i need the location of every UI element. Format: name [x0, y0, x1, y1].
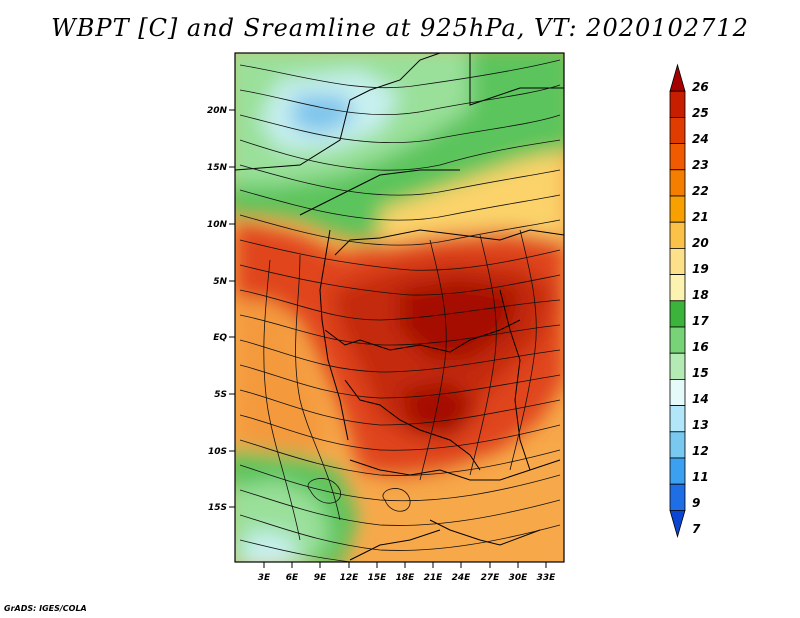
- lat-label: 15S: [208, 503, 227, 513]
- lat-label: 10S: [208, 447, 227, 457]
- lon-label: 30E: [509, 573, 529, 583]
- colorbar-segment: [669, 90, 686, 118]
- lon-label: 18E: [396, 573, 416, 583]
- colorbar-label: 15: [692, 366, 709, 380]
- colorbar-label: 13: [692, 418, 709, 432]
- colorbar-segment: [669, 483, 686, 511]
- colorbar-segment: [669, 221, 686, 249]
- colorbar: [669, 63, 686, 539]
- lon-label: 3E: [258, 573, 271, 583]
- lat-label: 5S: [214, 390, 227, 400]
- colorbar-label: 11: [692, 470, 709, 484]
- colorbar-label: 14: [692, 392, 709, 406]
- colorbar-label: 22: [692, 184, 709, 198]
- colorbar-segment: [669, 326, 686, 354]
- colorbar-segment: [669, 431, 686, 459]
- colorbar-label: 18: [692, 288, 709, 302]
- colorbar-label: 12: [692, 444, 709, 458]
- wbpt-field: [235, 53, 564, 562]
- colorbar-segment: [669, 195, 686, 223]
- colorbar-label: 16: [692, 340, 709, 354]
- colorbar-labels: 26 25 24 23 22 21 20 19 18 17 16 15 14 1…: [692, 80, 709, 536]
- colorbar-segment: [669, 274, 686, 302]
- colorbar-segment: [669, 352, 686, 380]
- lat-label: 20N: [207, 106, 228, 116]
- colorbar-label: 17: [692, 314, 709, 328]
- lat-label: 5N: [213, 277, 227, 287]
- colorbar-segment: [669, 405, 686, 433]
- colorbar-label: 25: [692, 106, 709, 120]
- lon-label: 12E: [340, 573, 360, 583]
- lon-label: 6E: [286, 573, 299, 583]
- lat-label: 10N: [207, 220, 228, 230]
- colorbar-label: 24: [692, 132, 709, 146]
- colorbar-label: 20: [692, 236, 709, 250]
- lat-label: EQ: [213, 333, 227, 343]
- map-frame: [234, 52, 565, 563]
- lon-label: 15E: [368, 573, 388, 583]
- colorbar-bottom-arrow: [669, 509, 686, 539]
- colorbar-label: 7: [692, 522, 701, 536]
- map-title: WBPT [C] and Sreamline at 925hPa, VT: 20…: [51, 14, 749, 42]
- colorbar-label: 19: [692, 262, 709, 276]
- streamlines: [239, 59, 561, 562]
- colorbar-label: 9: [692, 496, 700, 510]
- colorbar-segment: [669, 169, 686, 197]
- lat-tick-marks: [229, 109, 235, 508]
- colorbar-segment: [669, 378, 686, 406]
- colorbar-label: 21: [692, 210, 709, 224]
- colorbar-label: 26: [692, 80, 709, 94]
- lon-label: 21E: [424, 573, 444, 583]
- country-borders: [235, 53, 564, 561]
- lon-label: 27E: [481, 573, 501, 583]
- colorbar-segment: [669, 247, 686, 275]
- lon-tick-marks: [263, 562, 547, 568]
- lon-tick-labels: 3E 6E 9E 12E 15E 18E 21E 24E 27E 30E 33E: [258, 573, 556, 583]
- colorbar-segment: [669, 117, 686, 145]
- lon-label: 33E: [537, 573, 557, 583]
- colorbar-segment: [669, 143, 686, 171]
- lat-tick-labels: 20N 15N 10N 5N EQ 5S 10S 15S: [207, 106, 228, 513]
- colorbar-segment: [669, 457, 686, 485]
- grads-credit: GrADS: IGES/COLA: [4, 604, 87, 613]
- lon-label: 24E: [452, 573, 472, 583]
- colorbar-top-arrow: [669, 63, 686, 92]
- colorbar-label: 23: [692, 158, 709, 172]
- lat-label: 15N: [207, 163, 228, 173]
- colorbar-segment: [669, 300, 686, 328]
- lon-label: 9E: [314, 573, 327, 583]
